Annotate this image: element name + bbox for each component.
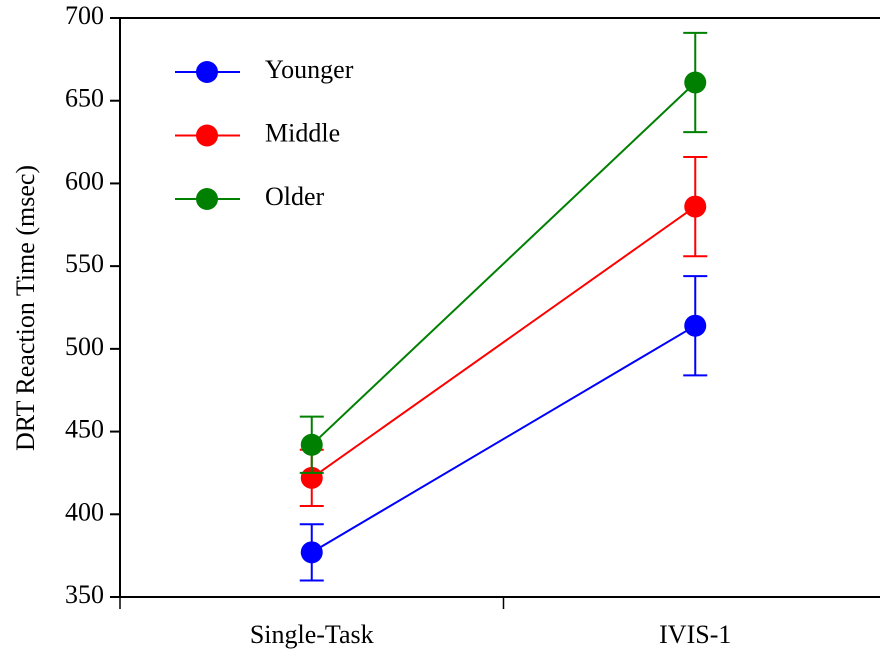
marker [684,314,707,337]
legend-marker [196,61,218,83]
marker [300,433,323,456]
x-tick-label: Single-Task [250,620,374,649]
y-axis-label: DRT Reaction Time (msec) [11,165,40,451]
y-tick-label: 450 [65,415,104,444]
y-tick-label: 600 [65,166,104,195]
y-tick-label: 500 [65,332,104,361]
legend-label: Middle [265,118,340,147]
legend-marker [196,124,218,147]
series-line [311,324,696,554]
y-tick-label: 550 [65,249,104,278]
series-line [311,81,696,446]
legend-label: Younger [265,55,354,84]
y-tick-label: 350 [65,580,104,609]
series-line [311,205,696,479]
legend-marker [196,188,218,210]
y-tick-label: 400 [65,497,104,526]
y-tick-label: 650 [65,84,104,113]
marker [684,195,707,218]
marker [684,71,707,94]
marker [300,541,323,564]
legend-label: Older [265,182,325,211]
y-tick-label: 700 [65,1,104,30]
x-tick-label: IVIS-1 [659,620,731,649]
